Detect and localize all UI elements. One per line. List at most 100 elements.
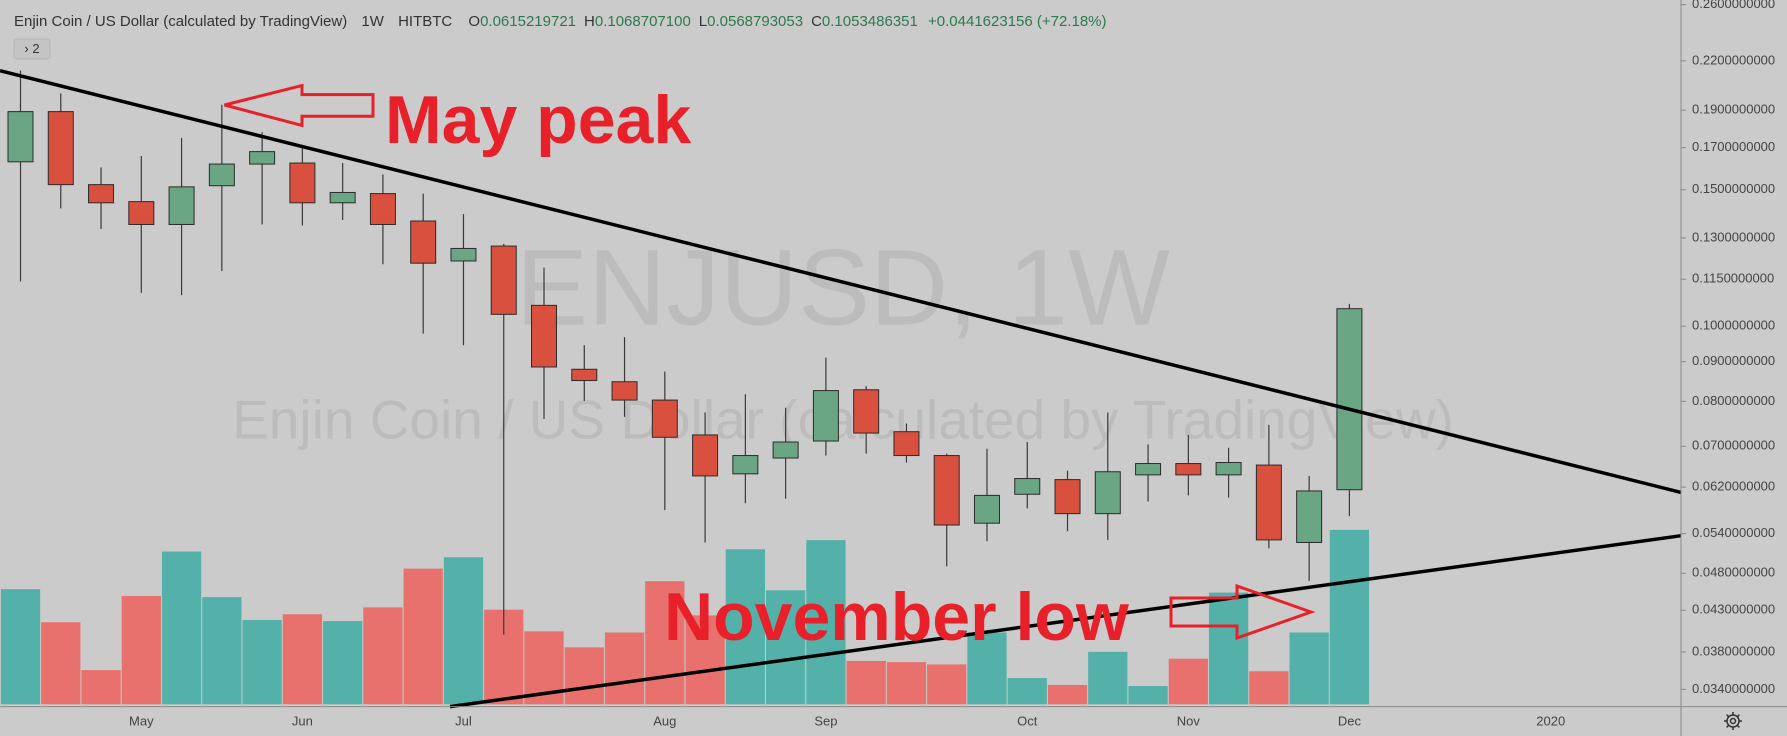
y-tick-label: 0.1300000000	[1692, 229, 1775, 244]
y-tick-label: 0.2600000000	[1692, 0, 1775, 11]
pane-toggle[interactable]	[13, 38, 51, 60]
volume-bar	[0, 589, 41, 705]
volume-bar	[1168, 658, 1208, 705]
x-tick-label: Dec	[1338, 713, 1362, 728]
exchange: HITBTC	[398, 13, 452, 30]
volume-bar	[1047, 684, 1088, 705]
candle-body	[893, 431, 920, 457]
candle-body	[1215, 462, 1242, 476]
annotation-arrow	[1169, 583, 1316, 641]
candle-body	[369, 193, 396, 225]
price-axis: 0.2600000000 0.2200000000 0.1900000000 0.17…	[1681, 0, 1775, 696]
candle-body	[611, 381, 638, 401]
y-tick-label: 0.0700000000	[1692, 438, 1775, 453]
y-tick-label: 0.0340000000	[1692, 681, 1775, 696]
volume-bar	[564, 647, 604, 705]
candle-body	[1094, 471, 1121, 515]
candle-body	[812, 390, 839, 442]
volume-bar	[81, 670, 121, 705]
x-tick-label: Oct	[1017, 713, 1038, 728]
volume-bar	[806, 540, 846, 705]
volume-bar	[765, 590, 806, 705]
ohlc-value: 0.1068707100	[595, 13, 691, 30]
ohlc-value: 0.0615219721	[480, 13, 576, 30]
candle-body	[571, 368, 598, 382]
y-tick-label: 0.0540000000	[1692, 525, 1775, 540]
candle-body	[772, 441, 799, 459]
volume-bar	[1007, 678, 1047, 705]
candle-body	[208, 163, 235, 187]
volume-bar	[323, 621, 363, 705]
y-tick-label: 0.0620000000	[1692, 479, 1775, 494]
volume-bar	[1289, 632, 1329, 705]
x-tick-label: Nov	[1177, 713, 1201, 728]
candle-body	[7, 111, 34, 163]
y-tick-label: 0.1700000000	[1692, 139, 1775, 154]
y-tick-label: 0.2200000000	[1692, 52, 1775, 67]
candle-body	[1175, 463, 1202, 476]
y-tick-label: 0.1000000000	[1692, 318, 1775, 333]
x-tick-label: Jul	[455, 713, 472, 728]
candle-body	[531, 304, 558, 368]
volume-bar	[604, 632, 645, 705]
y-tick-label: 0.0800000000	[1692, 393, 1775, 408]
trend-line	[449, 533, 1682, 709]
volume-bar	[1088, 651, 1128, 705]
candle-body	[973, 494, 1000, 524]
volume-bar	[927, 664, 967, 705]
candle-body	[168, 186, 195, 225]
candle-body	[410, 220, 437, 264]
annotation-arrow	[224, 83, 375, 128]
candle-body	[249, 151, 276, 165]
watermark-description: Enjin Coin / US Dollar (calculated by Tr…	[232, 389, 1454, 451]
time-axis: May Jun Jul Aug Sep Oct Nov Dec 2020	[129, 713, 1565, 728]
candle-body	[1014, 478, 1041, 495]
candle-body	[692, 434, 719, 477]
x-tick-label: Jun	[292, 713, 313, 728]
volume-pane	[0, 529, 1370, 705]
x-tick-label: Aug	[653, 713, 676, 728]
y-tick-label: 0.0480000000	[1692, 565, 1775, 580]
legend-header: Enjin Coin / US Dollar (calculated by Tr…	[14, 13, 1107, 30]
y-tick-label: 0.1150000000	[1692, 271, 1774, 286]
candle-body	[1135, 463, 1162, 476]
ohlc-label: C	[811, 13, 822, 30]
pane-toggle-label[interactable]: › 2	[24, 41, 39, 56]
volume-bar	[846, 660, 886, 705]
watermark-symbol: ENJUSD, 1W	[516, 227, 1170, 348]
settings-icon[interactable]	[1724, 712, 1742, 730]
ohlc-label: L	[699, 13, 707, 30]
gear-hub[interactable]	[1729, 717, 1737, 725]
volume-bar	[41, 622, 81, 705]
volume-bar	[685, 615, 725, 705]
candle-body	[732, 455, 759, 475]
volume-bar	[1128, 686, 1168, 705]
volume-bar	[403, 568, 443, 705]
volume-bar	[363, 607, 403, 705]
change: +0.0441623156 (+72.18%)	[928, 13, 1106, 30]
ohlc-value: 0.0568793053	[707, 13, 803, 30]
volume-bar	[886, 662, 927, 705]
gear-teeth[interactable]	[1724, 712, 1742, 730]
volume-bar	[443, 557, 484, 705]
candle-body	[128, 201, 155, 225]
candle-body	[1255, 464, 1282, 541]
volume-bar	[1329, 529, 1370, 705]
candle-body	[47, 111, 74, 186]
trend-line	[0, 69, 1682, 495]
volume-bar	[1249, 671, 1289, 705]
candle-body	[1336, 308, 1363, 491]
volume-bar	[1208, 592, 1249, 705]
volume-bar	[282, 614, 323, 705]
candle-body	[1296, 490, 1323, 543]
volume-bar	[967, 632, 1007, 705]
annotation: May peak	[385, 82, 691, 158]
volume-bar	[645, 581, 685, 705]
candle-body	[933, 455, 960, 526]
candle-body	[450, 247, 477, 262]
x-tick-label: 2020	[1536, 713, 1565, 728]
candle-body	[1054, 479, 1081, 515]
interval: 1W	[361, 13, 384, 30]
volume-bar	[161, 551, 202, 705]
